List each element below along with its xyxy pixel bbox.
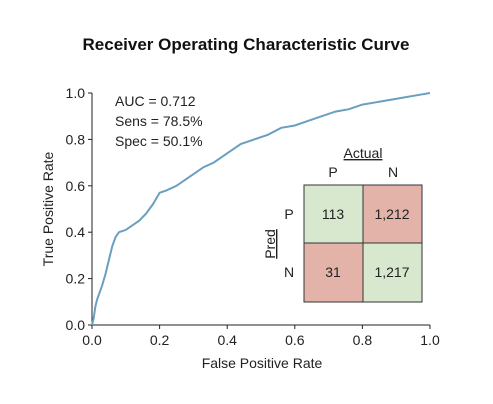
- cm-cell-pred-p-actual-p: [303, 184, 364, 244]
- y-tick-label: 0.6: [66, 178, 86, 194]
- cm-cell-pred-p-actual-n: [362, 184, 423, 244]
- y-tick-label: 0.0: [66, 317, 86, 333]
- pred-label: Pred: [262, 229, 278, 259]
- x-tick-label: 0.8: [353, 332, 373, 348]
- y-tick-label: 0.4: [66, 224, 86, 240]
- y-tick-label: 0.2: [66, 271, 86, 287]
- y-axis-label: True Positive Rate: [40, 151, 56, 266]
- x-tick-label: 0.2: [150, 332, 170, 348]
- cm-value-pred-p-actual-p: 113: [322, 206, 345, 222]
- x-tick-label: 0.6: [285, 332, 305, 348]
- roc-curve-line: [91, 92, 431, 326]
- row-label-n: N: [284, 264, 294, 280]
- cm-value-pred-n-actual-n: 1,217: [374, 264, 409, 280]
- confusion-matrix: Actual P N Pred P N 113 1,212 31 1,217: [262, 145, 423, 303]
- y-ticks: 0.0 0.2 0.4 0.6 0.8 1.0: [66, 85, 92, 333]
- y-tick-label: 1.0: [66, 85, 86, 101]
- x-tick-label: 0.0: [82, 332, 102, 348]
- stats-annotations: AUC = 0.712 Sens = 78.5% Spec = 50.1%: [115, 93, 203, 149]
- actual-label: Actual: [344, 145, 383, 161]
- y-tick-label: 0.8: [66, 131, 86, 147]
- x-tick-label: 0.4: [217, 332, 237, 348]
- col-label-p: P: [328, 164, 337, 180]
- row-label-p: P: [284, 206, 293, 222]
- axes: [91, 93, 430, 326]
- specificity-annotation: Spec = 50.1%: [115, 133, 203, 149]
- cm-value-pred-n-actual-p: 31: [325, 264, 341, 280]
- x-ticks: 0.0 0.2 0.4 0.6 0.8 1.0: [82, 325, 440, 348]
- cm-cell-pred-n-actual-p: [303, 242, 364, 303]
- chart-title: Receiver Operating Characteristic Curve: [83, 35, 410, 54]
- sensitivity-annotation: Sens = 78.5%: [115, 113, 203, 129]
- x-axis-label: False Positive Rate: [202, 355, 323, 371]
- cm-value-pred-p-actual-n: 1,212: [374, 206, 409, 222]
- x-tick-label: 1.0: [420, 332, 440, 348]
- auc-annotation: AUC = 0.712: [115, 93, 196, 109]
- cm-cell-pred-n-actual-n: [362, 242, 423, 303]
- col-label-n: N: [388, 164, 398, 180]
